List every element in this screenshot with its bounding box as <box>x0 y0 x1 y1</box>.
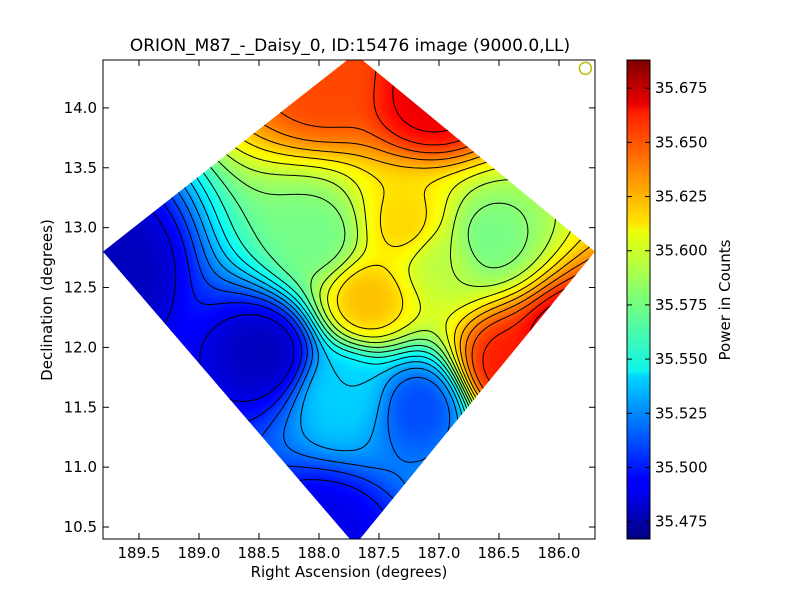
x-tick-label: 188.5 <box>238 544 281 562</box>
colorbar-tick-label: 35.600 <box>655 242 708 260</box>
x-tick-label: 187.0 <box>418 544 461 562</box>
colorbar-tick-label: 35.675 <box>655 79 708 97</box>
colorbar-tick-label: 35.475 <box>655 513 708 531</box>
marker-circle <box>578 61 593 76</box>
x-axis-label: Right Ascension (degrees) <box>251 563 448 581</box>
colorbar-tick-label: 35.500 <box>655 458 708 476</box>
colorbar-ticks: 35.475 35.500 35.525 35.550 35.575 35.600 35.6… <box>627 79 708 531</box>
x-tick-label: 187.5 <box>358 544 401 562</box>
x-tick-label: 188.0 <box>298 544 341 562</box>
plot-frame <box>102 59 596 540</box>
colorbar-gradient <box>626 59 651 540</box>
y-tick-label: 12.0 <box>64 338 97 356</box>
colorbar-tick-label: 35.550 <box>655 350 708 368</box>
x-tick-label: 189.5 <box>118 544 161 562</box>
y-tick-label: 10.5 <box>64 518 97 536</box>
colorbar: 35.475 35.500 35.525 35.550 35.575 35.600 35.6… <box>626 59 734 540</box>
chart-title: ORION_M87_-_Daisy_0, ID:15476 image (900… <box>130 36 570 56</box>
x-tick-label: 186.5 <box>478 544 521 562</box>
colorbar-tick-label: 35.575 <box>655 296 708 314</box>
y-tick-label: 13.5 <box>64 159 97 177</box>
colorbar-tick-label: 35.525 <box>655 404 708 422</box>
colorbar-tick-label: 35.625 <box>655 188 708 206</box>
colorbar-label: Power in Counts <box>716 239 734 360</box>
y-axis-label: Declination (degrees) <box>38 219 56 381</box>
y-tick-label: 11.0 <box>64 458 97 476</box>
y-axis-ticks: 10.5 11.0 11.5 12.0 12.5 13.0 13.5 14.0 <box>64 99 595 536</box>
x-tick-label: 189.0 <box>178 544 221 562</box>
x-axis-ticks: 189.5 189.0 188.5 188.0 187.5 187.0 186.5 186.0 <box>118 60 581 562</box>
y-tick-label: 13.0 <box>64 219 97 237</box>
x-tick-label: 186.0 <box>538 544 581 562</box>
plot-area: 189.5 189.0 188.5 188.0 187.5 187.0 186.5 186.0… <box>64 59 596 562</box>
colorbar-tick-label: 35.650 <box>655 133 708 151</box>
y-tick-label: 11.5 <box>64 398 97 416</box>
y-tick-label: 14.0 <box>64 99 97 117</box>
y-tick-label: 12.5 <box>64 279 97 297</box>
